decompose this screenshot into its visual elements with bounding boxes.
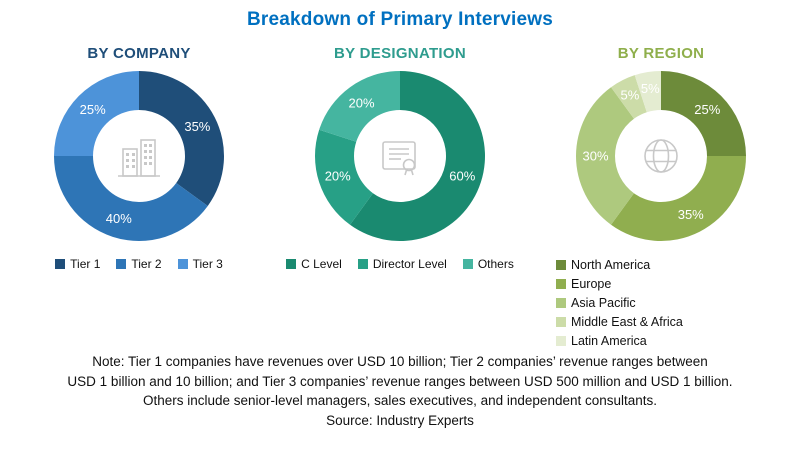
donut-segment <box>634 71 661 113</box>
segment-value-label: 30% <box>582 149 608 164</box>
note-line-3: Others include senior-level managers, sa… <box>142 393 658 409</box>
segment-value-label: 40% <box>106 211 132 226</box>
legend-swatch <box>556 317 566 327</box>
legend-swatch <box>462 259 473 269</box>
segment-value-label: 35% <box>678 207 704 222</box>
donut-segment <box>611 75 647 119</box>
donut-segment <box>661 71 746 156</box>
segment-value-label: 35% <box>184 119 210 134</box>
legend-label: Asia Pacific <box>571 296 636 310</box>
legend-item: C Level <box>286 257 342 271</box>
certificate-icon <box>382 141 416 176</box>
legend-swatch <box>556 279 566 289</box>
chart-heading-company: BY COMPANY <box>87 45 191 62</box>
legend-label: Tier 3 <box>192 257 223 271</box>
legend-label: Middle East & Africa <box>571 315 683 329</box>
legend-label: North America <box>571 258 651 272</box>
legend-swatch <box>286 259 297 269</box>
legend-label: Latin America <box>571 334 647 348</box>
legend-company: Tier 1 Tier 2 Tier 3 <box>55 257 223 271</box>
segment-value-label: 60% <box>449 169 475 184</box>
legend-swatch <box>55 259 66 269</box>
legend-item: Director Level <box>357 257 447 271</box>
legend-designation: C Level Director Level Others <box>286 257 514 271</box>
donut-segment <box>319 71 400 142</box>
chart-by-designation: BY DESIGNATION 60% 20% 20% C Level Director… <box>271 33 529 348</box>
legend-label: Director Level <box>372 257 447 271</box>
legend-item: Others <box>462 257 514 271</box>
legend-item: Asia Pacific <box>556 296 683 310</box>
page-title: Breakdown of Primary Interviews <box>246 9 554 30</box>
globe-icon <box>644 139 678 173</box>
legend-label: Others <box>477 257 514 271</box>
legend-swatch <box>357 259 368 269</box>
segment-value-label: 20% <box>325 169 351 184</box>
segment-value-label: 20% <box>348 96 374 111</box>
legend-swatch <box>177 259 188 269</box>
donut-segment <box>611 156 746 241</box>
charts-row: BY COMPANY 35% 40% 25% Tier 1 Tier 2 Tier 3 … <box>0 33 800 348</box>
note-line-1: Note: Tier 1 companies have revenues ove… <box>92 354 708 369</box>
legend-item: Tier 1 <box>55 257 100 271</box>
legend-label: Europe <box>571 277 612 291</box>
legend-item: North America <box>556 258 683 272</box>
building-icon <box>118 139 160 177</box>
donut-segment <box>54 156 208 241</box>
source-line: Source: Industry Experts <box>326 412 474 428</box>
footnote: Note: Tier 1 companies have revenues ove… <box>0 352 800 430</box>
donut-segment <box>139 71 224 206</box>
legend-label: Tier 2 <box>131 257 162 271</box>
legend-item: Tier 2 <box>116 257 162 271</box>
donut-chart-region: 25% 35% 30% 5% 5% <box>576 71 746 241</box>
donut-chart-company: 35% 40% 25% <box>54 71 224 241</box>
donut-chart-designation: 60% 20% 20% <box>315 71 485 241</box>
segment-value-label: 25% <box>694 102 720 117</box>
legend-swatch <box>556 336 566 346</box>
legend-swatch <box>556 298 566 308</box>
legend-item: Latin America <box>556 334 683 348</box>
chart-heading-region: BY REGION <box>617 45 705 62</box>
chart-by-region: BY REGION 25% 35% 30% 5% 5% North America Eur… <box>532 33 790 348</box>
segment-value-label: 5% <box>641 81 660 96</box>
donut-segment <box>576 87 634 225</box>
segment-value-label: 5% <box>621 87 640 102</box>
legend-swatch <box>556 260 566 270</box>
legend-item: Middle East & Africa <box>556 315 683 329</box>
donut-segment <box>54 71 139 156</box>
legend-label: C Level <box>301 257 342 271</box>
legend-item: Tier 3 <box>177 257 223 271</box>
donut-segment <box>350 71 485 241</box>
legend-label: Tier 1 <box>70 257 101 271</box>
segment-value-label: 25% <box>80 102 106 117</box>
legend-item: Europe <box>556 277 683 291</box>
legend-swatch <box>116 259 127 269</box>
chart-by-company: BY COMPANY 35% 40% 25% Tier 1 Tier 2 Tier 3 <box>10 33 268 348</box>
chart-heading-designation: BY DESIGNATION <box>334 45 466 62</box>
donut-segment <box>315 129 373 225</box>
legend-region: North America Europe Asia Pacific Middle Ea… <box>556 258 683 348</box>
note-line-2: USD 1 billion and 10 billion; and Tier 3… <box>67 373 733 389</box>
